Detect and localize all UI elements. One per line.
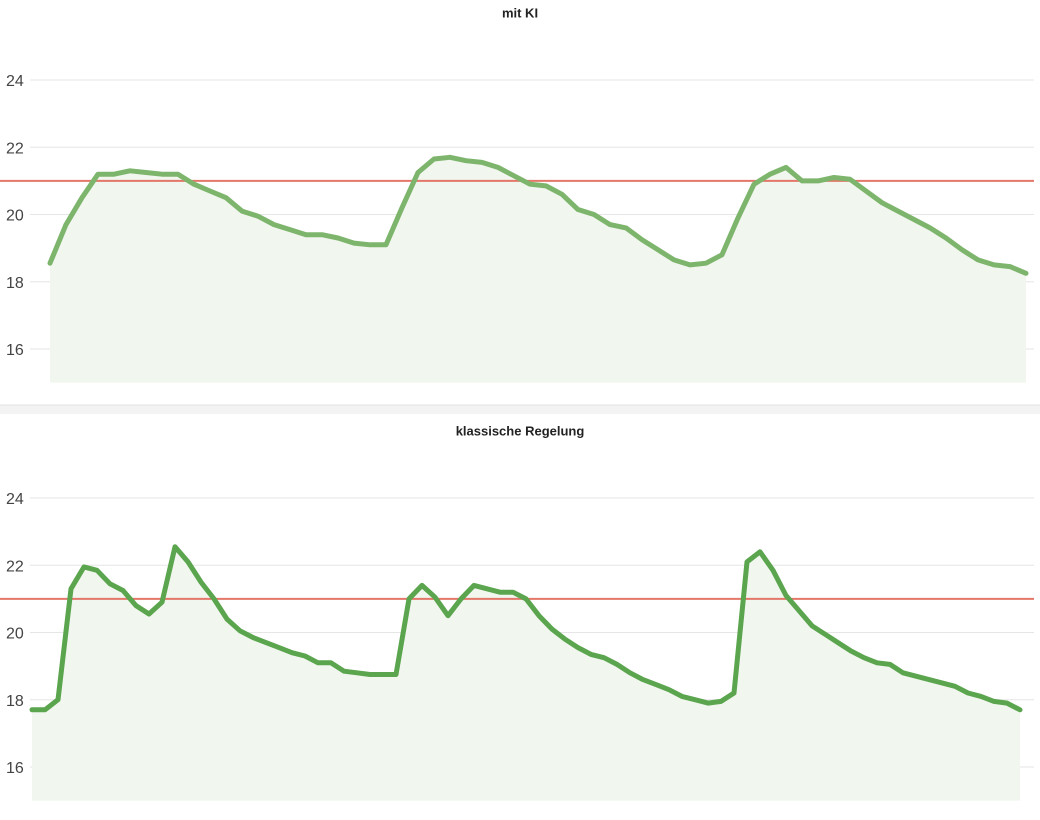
y-tick-label: 24 xyxy=(6,491,24,508)
panel-separator xyxy=(0,405,1040,414)
y-tick-label: 22 xyxy=(6,558,24,575)
area-fill xyxy=(32,546,1020,801)
area-fill xyxy=(50,157,1026,383)
chart-title: mit KI xyxy=(502,5,538,20)
y-tick-label: 20 xyxy=(6,626,24,643)
y-tick-label: 16 xyxy=(6,342,24,359)
data-line xyxy=(47,154,1029,276)
y-tick-label: 18 xyxy=(6,275,24,292)
y-tick-label: 24 xyxy=(6,73,24,90)
data-line xyxy=(29,544,1023,713)
y-tick-label: 16 xyxy=(6,760,24,777)
y-tick-label: 22 xyxy=(6,140,24,157)
y-tick-label: 18 xyxy=(6,693,24,710)
y-tick-label: 20 xyxy=(6,208,24,225)
chart-title: klassische Regelung xyxy=(456,423,585,438)
